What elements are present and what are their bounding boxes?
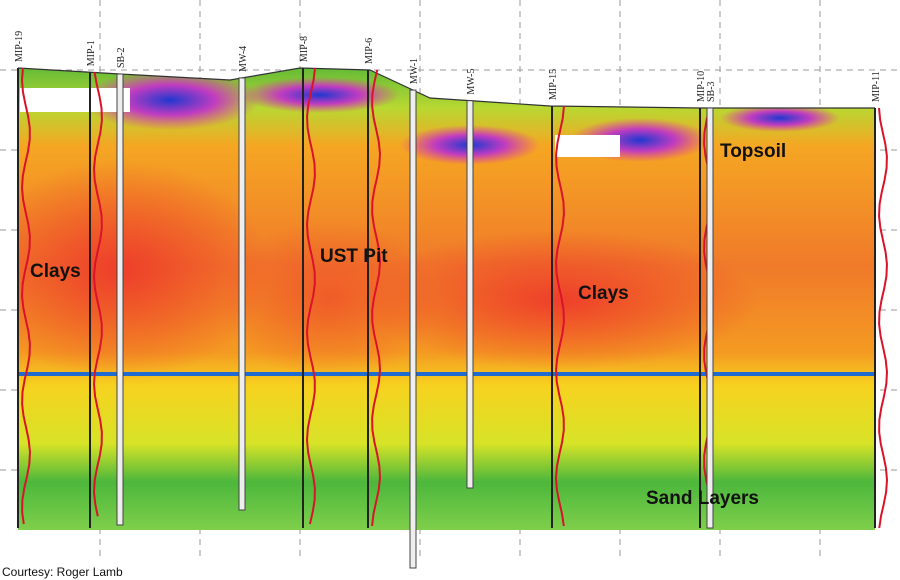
- borehole-label: MW-5: [466, 69, 477, 95]
- borehole-label: SB-2: [116, 47, 127, 68]
- boreholes: MIP-19 MIP-1 SB-2 MW-4 MIP-8 MIP-6 MW-1 MW-5 MIP…: [14, 31, 889, 569]
- borehole-label: MW-4: [238, 46, 249, 72]
- mip-profile: [92, 72, 103, 517]
- mip-profile: [305, 67, 316, 525]
- borehole-label: MIP-8: [299, 36, 310, 62]
- borehole-label: MW-1: [409, 58, 420, 84]
- borehole-label: MIP-10: [696, 71, 707, 102]
- zone-label: UST Pit: [320, 246, 388, 267]
- zone-labels: Clays UST Pit Clays Topsoil Sand Layers: [30, 141, 786, 509]
- well-casing: [116, 73, 124, 526]
- mip-profile: [371, 69, 382, 527]
- ground-surface: [17, 67, 875, 109]
- mip-profile: [878, 107, 889, 529]
- zone-label: Topsoil: [720, 141, 786, 162]
- borehole-label: SB-3: [706, 81, 717, 102]
- borehole-label: MIP-1: [86, 40, 97, 66]
- mip-profile: [20, 67, 31, 525]
- zone-label: Clays: [578, 283, 629, 304]
- zone-label: Clays: [30, 261, 81, 282]
- well-casing: [409, 89, 417, 569]
- borehole-label: MIP-15: [548, 69, 559, 100]
- zone-label: Sand Layers: [646, 488, 759, 509]
- well-casing: [238, 77, 246, 511]
- well-casing: [706, 107, 714, 529]
- well-casing: [466, 100, 474, 489]
- soil-profile: [18, 68, 875, 530]
- borehole-label: MIP-11: [871, 71, 882, 102]
- borehole-label: MIP-6: [364, 38, 375, 64]
- mip-profile: [554, 105, 565, 527]
- credit: Courtesy: Roger Lamb: [2, 565, 123, 579]
- borehole-label: MIP-19: [14, 31, 25, 62]
